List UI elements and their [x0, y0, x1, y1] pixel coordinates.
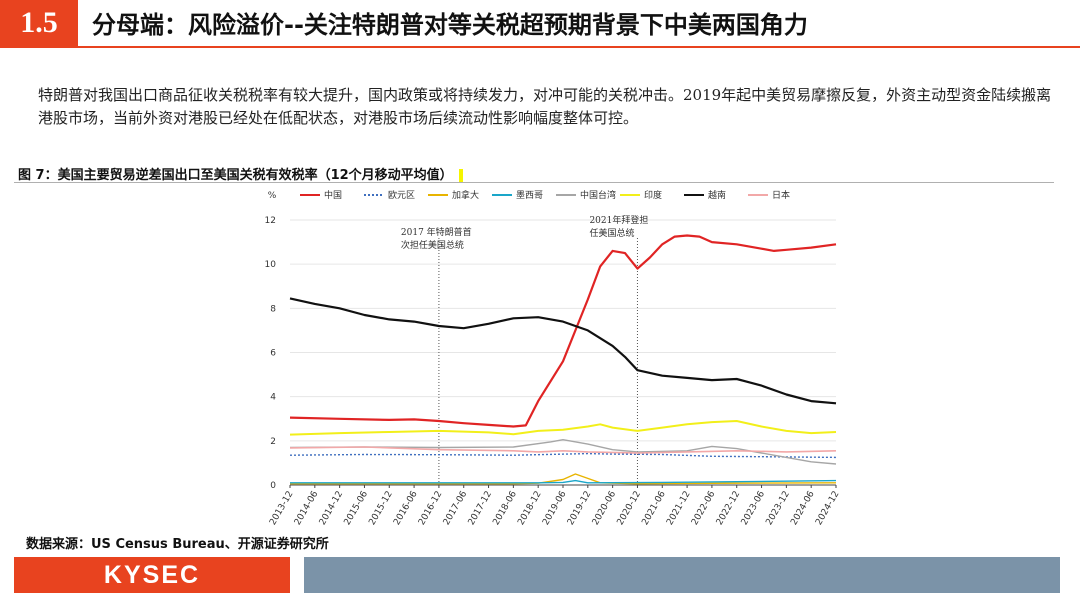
- header-divider: [0, 46, 1080, 48]
- x-tick-label: 2022-12: [715, 490, 742, 528]
- section-number: 1.5: [0, 0, 78, 46]
- series-line: [290, 473, 837, 485]
- x-tick-label: 2020-12: [616, 490, 643, 528]
- x-tick-label: 2014-06: [293, 489, 321, 527]
- y-tick-label: 6: [270, 349, 276, 359]
- y-tick-label: 4: [270, 393, 276, 403]
- series-line: [289, 234, 837, 428]
- x-tick-label: 2016-06: [392, 489, 420, 527]
- y-tick-label: 0: [270, 481, 276, 491]
- series-line: [289, 439, 837, 465]
- data-source-note: 数据来源：US Census Bureau、开源证券研究所: [26, 537, 329, 552]
- page-title: 分母端：风险溢价--关注特朗普对等关税超预期背景下中美两国角力: [92, 11, 808, 39]
- legend-label: 欧元区: [388, 189, 415, 201]
- figure-title: 图 7：美国主要贸易逆差国出口至美国关税有效税率（12个月移动平均值）: [18, 164, 463, 183]
- legend-label: 中国: [324, 189, 342, 201]
- x-tick-label: 2018-12: [516, 490, 543, 528]
- x-tick-label: 2023-06: [740, 489, 768, 527]
- x-tick-label: 2016-12: [417, 490, 444, 528]
- highlight-marker: [458, 168, 463, 183]
- x-tick-label: 2021-06: [640, 489, 668, 527]
- series-line: [289, 452, 837, 459]
- x-tick-label: 2015-12: [367, 490, 394, 528]
- x-tick-label: 2023-12: [764, 490, 791, 528]
- x-tick-label: 2019-06: [541, 489, 569, 527]
- chart-series: [289, 234, 837, 485]
- legend-label: 加拿大: [452, 189, 479, 201]
- footer-bar: [304, 557, 1060, 593]
- annotation-label: 任美国总统: [589, 227, 634, 239]
- figure-divider: [14, 182, 1054, 183]
- x-tick-label: 2024-12: [814, 490, 841, 528]
- kysec-logo: KYSEC: [14, 557, 290, 593]
- x-tick-label: 2015-06: [343, 489, 371, 527]
- body-paragraph: 特朗普对我国出口商品征收关税税率有较大提升，国内政策或将持续发力，对冲可能的关税…: [38, 86, 1052, 127]
- y-tick-label: 12: [265, 216, 276, 226]
- y-tick-label: 2: [270, 437, 276, 447]
- series-line: [289, 420, 837, 436]
- legend-label: 越南: [708, 189, 726, 201]
- x-tick-label: 2021-12: [665, 490, 692, 528]
- x-tick-label: 2013-12: [268, 490, 295, 528]
- series-line: [289, 446, 837, 454]
- legend-label: 日本: [772, 189, 790, 201]
- legend-label: 中国台湾: [580, 189, 616, 201]
- annotation-label: 次担任美国总统: [401, 239, 464, 251]
- chart-legend: 中国 欧元区 加拿大 墨西哥 中国台湾 印度 越南 日本: [300, 189, 790, 201]
- annotation-label: 2021年拜登担: [589, 214, 648, 226]
- x-tick-label: 2019-12: [566, 490, 593, 528]
- x-tick-label: 2024-06: [789, 489, 817, 527]
- x-tick-label: 2018-06: [491, 489, 519, 527]
- series-line: [289, 297, 837, 405]
- chart-axes: %0246810122013-122014-062014-122015-0620…: [265, 191, 842, 527]
- y-axis-unit-label: %: [268, 191, 277, 201]
- annotation-label: 2017 年特朗普首: [401, 226, 472, 238]
- y-tick-label: 10: [265, 260, 277, 270]
- series-line: [290, 479, 837, 484]
- x-tick-label: 2017-06: [442, 489, 470, 527]
- legend-label: 墨西哥: [516, 190, 543, 201]
- x-tick-label: 2020-06: [591, 489, 619, 527]
- legend-label: 印度: [644, 189, 662, 201]
- x-tick-label: 2022-06: [690, 489, 718, 527]
- y-tick-label: 8: [270, 304, 276, 314]
- chart-gridlines: [290, 219, 836, 486]
- x-tick-label: 2014-12: [318, 490, 345, 528]
- figure-title-text: 图 7：美国主要贸易逆差国出口至美国关税有效税率（12个月移动平均值）: [18, 168, 453, 183]
- x-tick-label: 2017-12: [467, 489, 494, 527]
